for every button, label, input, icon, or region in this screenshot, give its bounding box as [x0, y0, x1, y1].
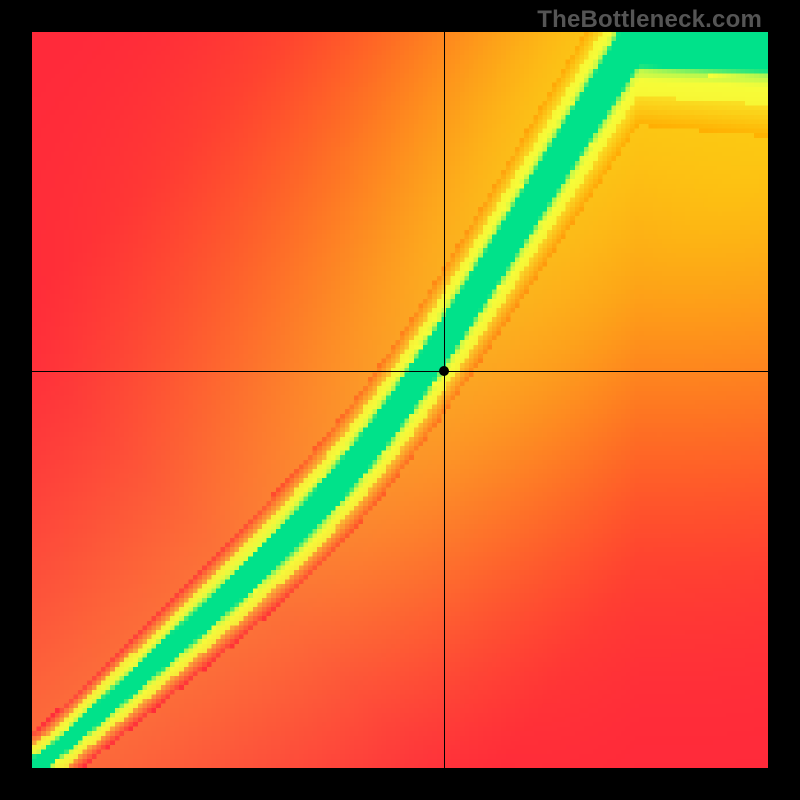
marker-dot: [439, 366, 449, 376]
watermark-text: TheBottleneck.com: [537, 6, 762, 34]
crosshair-horizontal: [32, 371, 768, 372]
crosshair-vertical: [444, 32, 445, 768]
bottleneck-heatmap: [32, 32, 768, 768]
plot-area: [32, 32, 768, 768]
chart-frame: TheBottleneck.com: [0, 0, 800, 800]
